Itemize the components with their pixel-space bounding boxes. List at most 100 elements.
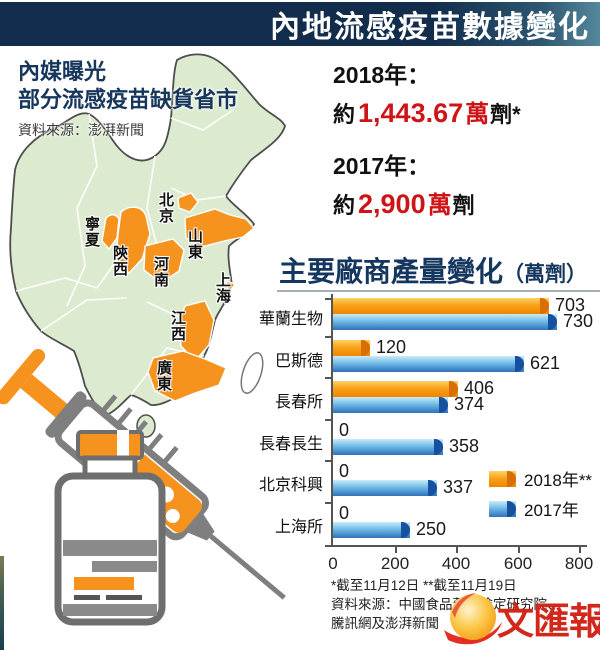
bar-group: 北京科興 0 337	[259, 461, 599, 496]
stat-2017-value: 約 2,900萬劑	[333, 185, 593, 220]
bar-group: 巴斯德 120 621	[275, 338, 599, 372]
stat-2018-label: 2018年：	[333, 62, 431, 88]
bar-series-0	[333, 381, 458, 397]
province-jiangxi	[178, 300, 215, 363]
logo-swoosh	[444, 622, 502, 645]
category-label: 華蘭生物	[258, 311, 323, 328]
bar-series-1	[333, 355, 524, 372]
province-label-shanghai: 上海	[214, 272, 231, 304]
stat-2017-label: 2017年：	[333, 153, 431, 179]
legend-label-2017: 2017年	[524, 501, 579, 520]
highlighted-provinces	[101, 192, 256, 402]
stat-2017-number: 2,900	[358, 189, 426, 219]
legend-swatch-2017	[489, 500, 516, 517]
legend-label-2018: 2018年**	[524, 471, 593, 490]
y-axis-tick	[325, 335, 332, 338]
hainan-island	[136, 414, 156, 438]
bar-group: 華蘭生物 703 730	[259, 295, 599, 331]
stat-2018-unit: 萬	[465, 101, 490, 128]
bar-series-0	[333, 298, 549, 314]
x-tick-label: 600	[503, 554, 533, 573]
bar-series-1	[333, 521, 410, 538]
x-axis-tick	[579, 547, 581, 553]
x-tick-label: 200	[380, 554, 410, 573]
vaccine-totals: 2018年： 約 1,443.67萬劑* 2017年： 約 2,900萬劑	[333, 56, 593, 238]
province-shanghai	[225, 279, 237, 295]
production-bar-chart: 華蘭生物 703 730 巴斯德 120 621 長春所 406 374 長春長生 0 358 北京科興…	[259, 294, 599, 578]
photo-edge-strip	[0, 556, 4, 650]
bar-series-1	[333, 397, 448, 413]
province-henan	[143, 238, 185, 284]
province-label-jiangxi: 江西	[169, 310, 186, 342]
province-label-ningxia: 寧夏	[83, 216, 100, 248]
stat-2018-value: 約 1,443.67萬劑*	[333, 94, 593, 129]
map-title-line1: 內媒曝光	[18, 59, 107, 84]
legend-item-2018: 2018年**	[489, 466, 592, 491]
bar-value-label: 703	[555, 295, 586, 315]
province-shandong	[184, 208, 256, 248]
x-tick-label: 800	[564, 554, 594, 573]
bar-group: 長春長生 0 358	[259, 419, 599, 455]
chart-title-text: 主要廠商產量變化	[279, 256, 504, 287]
taiwan-island	[240, 352, 264, 394]
bar-series-0	[333, 339, 370, 356]
x-axis-line	[325, 545, 587, 547]
map-source: 資料來源：澎湃新聞	[18, 122, 144, 138]
x-tick-label: 400	[441, 554, 471, 573]
vaccine-vial-icon	[54, 430, 166, 626]
china-map-svg	[9, 53, 286, 438]
legend-item-2017: 2017年	[489, 496, 592, 521]
footnote-source-line1: 資料來源：中國食品藥品檢定研究院、	[331, 597, 561, 612]
bar-value-label: 374	[454, 394, 485, 414]
stat-2017-unit: 萬	[427, 192, 452, 219]
footnote-source-line2: 騰訊網及澎湃新聞	[331, 616, 439, 631]
province-guangdong	[147, 350, 227, 402]
y-axis-tick	[325, 460, 332, 462]
legend-swatch-2018	[489, 470, 516, 487]
bar-value-label: 0	[339, 461, 350, 481]
chart-title: 主要廠商產量變化（萬劑）	[279, 250, 587, 290]
bar-series-1	[333, 314, 557, 330]
province-label-guangdong: 廣東	[155, 360, 172, 392]
footnote-dates: *截至11月12日 **截至11月19日	[331, 578, 517, 593]
chart-footnotes: *截至11月12日 **截至11月19日 資料來源：中國食品藥品檢定研究院、 騰…	[331, 576, 561, 633]
y-axis-tick	[325, 377, 332, 379]
chart-title-rule	[277, 290, 600, 292]
stat-2018-suffix: 劑*	[490, 102, 521, 127]
stat-2017-suffix: 劑	[452, 193, 475, 218]
bar-group: 長春所 406 374	[275, 378, 599, 414]
y-axis-tick	[325, 298, 332, 300]
x-axis-tick	[395, 547, 397, 553]
stat-2018-number: 1,443.67	[358, 98, 464, 128]
logo-text: 文匯報	[497, 601, 600, 643]
bar-value-label: 0	[339, 502, 350, 523]
y-axis-line	[331, 294, 333, 545]
logo-flame	[452, 593, 476, 618]
x-tick-label: 0	[328, 554, 338, 573]
x-axis-tick	[518, 547, 520, 553]
page-title: 內地流感疫苗數據變化	[270, 11, 590, 44]
category-label: 北京科興	[258, 477, 323, 494]
category-label: 長春所	[274, 394, 323, 411]
bar-value-label: 406	[464, 378, 495, 398]
bar-series-1	[333, 480, 437, 496]
map-title-line2: 部分流感疫苗缺貨省市	[18, 87, 239, 112]
logo-sun-icon	[450, 594, 496, 640]
stat-2018-prefix: 約	[333, 102, 356, 127]
map-heading: 內媒曝光 部分流感疫苗缺貨省市 資料來源：澎湃新聞	[18, 58, 238, 140]
china-map: 北京 寧夏 陝西 山東 河南 上海 江西 廣東	[5, 48, 310, 448]
province-ningxia	[101, 214, 120, 251]
bar-value-label: 250	[416, 518, 447, 539]
category-label: 巴斯德	[274, 352, 323, 370]
category-label: 上海所	[274, 518, 323, 536]
header-bar: 內地流感疫苗數據變化	[0, 2, 600, 46]
bar-value-label: 730	[563, 311, 594, 331]
bar-series-1	[333, 438, 443, 455]
category-label: 長春長生	[258, 435, 323, 453]
province-label-henan: 河南	[152, 256, 169, 288]
bar-group: 上海所 0 250	[275, 502, 599, 539]
wenweipo-logo: 文匯報	[444, 593, 600, 645]
stat-2017-prefix: 約	[333, 193, 356, 218]
bar-value-label: 0	[339, 419, 350, 440]
